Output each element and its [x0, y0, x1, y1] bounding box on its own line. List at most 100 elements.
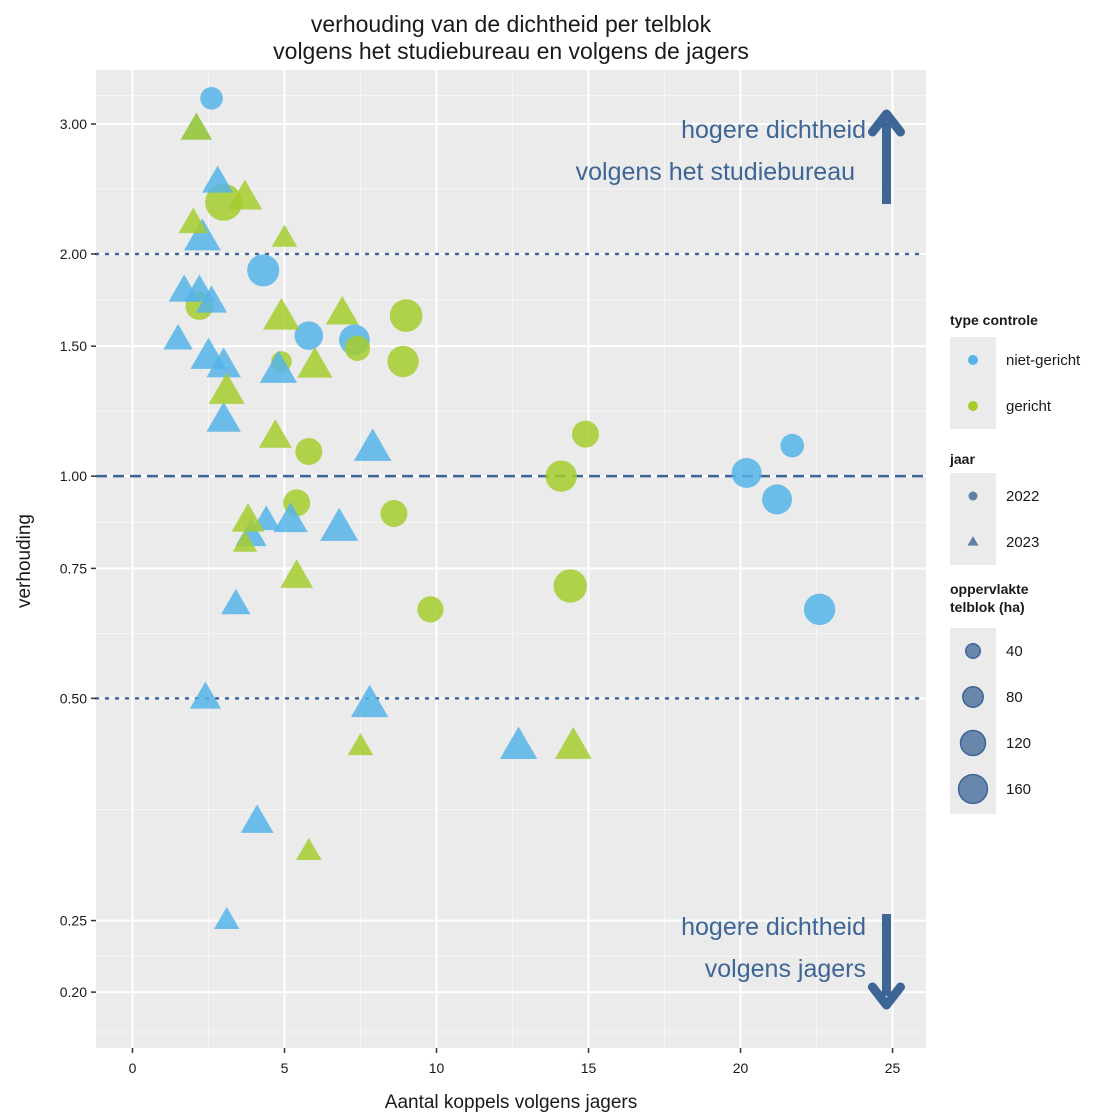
legend-size-key	[957, 773, 989, 805]
y-tick-label: 3.00	[60, 116, 87, 132]
point-2023-triangle	[499, 726, 538, 760]
legend-size-key	[965, 643, 981, 659]
x-tick-label: 15	[581, 1060, 597, 1076]
point-2022-circle	[247, 254, 280, 287]
point-2022-circle	[344, 335, 371, 361]
legend-color-label: gericht	[1006, 398, 1052, 415]
point-2022-circle	[417, 596, 444, 623]
legend-shape-label: 2022	[1006, 488, 1039, 505]
chart-title: verhouding van de dichtheid per telblok …	[273, 11, 749, 64]
point-2023-triangle	[208, 372, 245, 404]
legend-size-key	[959, 729, 987, 757]
legend-size-label: 40	[1006, 643, 1023, 660]
point-2023-triangle	[325, 296, 359, 325]
arrow-up-head	[867, 109, 905, 137]
point-2023-triangle	[189, 681, 222, 709]
legend-size-label: 160	[1006, 781, 1031, 798]
point-2023-triangle	[259, 350, 298, 383]
legend-shape-key	[968, 491, 978, 501]
point-2022-circle	[762, 484, 793, 515]
annotations: hogere dichtheid volgens het studiebureau…	[576, 109, 905, 1010]
legend-color-key	[968, 401, 978, 411]
point-2023-triangle	[221, 588, 251, 615]
point-2023-triangle	[258, 419, 292, 448]
point-2023-triangle	[347, 733, 374, 756]
point-2023-triangle	[180, 112, 212, 140]
point-2022-circle	[294, 321, 324, 350]
y-tick-label: 0.75	[60, 560, 87, 576]
point-2022-circle	[553, 569, 587, 603]
x-tick-label: 25	[885, 1060, 901, 1076]
point-2022-circle	[387, 345, 419, 378]
legend-shape-label: 2023	[1006, 534, 1039, 551]
axes: 0 5 10 15 20 25 0.20 0.25 0.50 0.75 1.00 1.50 2.00 3.…	[60, 116, 901, 1076]
y-axis-title: verhouding	[14, 514, 35, 608]
point-2023-triangle	[213, 906, 240, 929]
panel-background	[96, 70, 926, 1048]
point-2023-triangle	[297, 347, 333, 378]
point-2023-triangle	[232, 530, 258, 552]
arrow-down-head	[867, 982, 905, 1010]
point-2023-triangle	[231, 503, 265, 532]
point-2023-triangle	[206, 347, 241, 378]
point-2023-triangle	[353, 428, 392, 461]
legend-shape-key	[967, 536, 979, 546]
point-2023-triangle	[195, 285, 228, 313]
x-tick-label: 5	[281, 1060, 289, 1076]
annotation-down-line-1: hogere dichtheid	[681, 913, 866, 941]
point-2022-circle	[200, 86, 223, 110]
reference-lines	[94, 252, 928, 700]
data-points	[163, 86, 836, 929]
point-2022-circle	[731, 457, 762, 488]
annotation-up-line-2: volgens het studiebureau	[576, 158, 855, 186]
annotation-up-line-1: hogere dichtheid	[681, 116, 866, 144]
legend: type controle niet-gericht gericht jaar 2022…	[949, 312, 1081, 814]
point-2023-triangle	[320, 507, 359, 541]
point-2023-triangle	[296, 837, 322, 860]
point-2022-circle	[572, 420, 599, 448]
legend-color-label: niet-gericht	[1006, 352, 1081, 369]
chart-title-line-1: verhouding van de dichtheid per telblok	[311, 11, 712, 37]
y-tick-label: 1.00	[60, 468, 87, 484]
point-2023-triangle	[163, 324, 193, 350]
legend-color-key	[968, 355, 978, 365]
plot-panel	[96, 70, 926, 1048]
point-2023-triangle	[184, 218, 221, 251]
legend-size-label: 120	[1006, 735, 1031, 752]
point-2022-circle	[803, 593, 836, 626]
point-2023-triangle	[273, 502, 308, 533]
legend-size-key	[962, 686, 984, 708]
point-2023-triangle	[240, 804, 274, 833]
point-2022-circle	[780, 433, 805, 458]
point-2023-triangle	[271, 224, 298, 247]
point-2022-circle	[205, 183, 243, 221]
point-2023-triangle	[263, 297, 300, 330]
y-tick-label: 2.00	[60, 246, 87, 262]
y-tick-label: 0.20	[60, 984, 87, 1000]
legend-size-title-1: oppervlakte	[950, 581, 1029, 597]
legend-size-label: 80	[1006, 689, 1023, 706]
chart-title-line-2: volgens het studiebureau en volgens de j…	[273, 38, 749, 64]
annotation-down-line-2: volgens jagers	[705, 955, 866, 983]
point-2022-circle	[389, 299, 423, 332]
point-2023-triangle	[227, 179, 263, 210]
x-tick-label: 10	[429, 1060, 445, 1076]
point-2023-triangle	[280, 559, 314, 588]
point-2023-triangle	[202, 165, 234, 193]
point-2023-triangle	[178, 207, 209, 234]
point-2023-triangle	[206, 401, 241, 432]
x-tick-label: 20	[733, 1060, 749, 1076]
legend-shape-title: jaar	[949, 451, 975, 467]
x-tick-label: 0	[129, 1060, 137, 1076]
y-tick-label: 1.50	[60, 338, 87, 354]
legend-size-title-2: telblok (ha)	[950, 599, 1025, 615]
x-axis-title: Aantal koppels volgens jagers	[385, 1092, 637, 1113]
point-2023-triangle	[554, 726, 592, 759]
point-2023-triangle	[350, 684, 389, 718]
legend-color-title: type controle	[950, 312, 1038, 328]
y-tick-label: 0.50	[60, 690, 87, 706]
point-2022-circle	[295, 437, 323, 465]
point-2022-circle	[380, 500, 408, 527]
y-tick-label: 0.25	[60, 913, 87, 929]
